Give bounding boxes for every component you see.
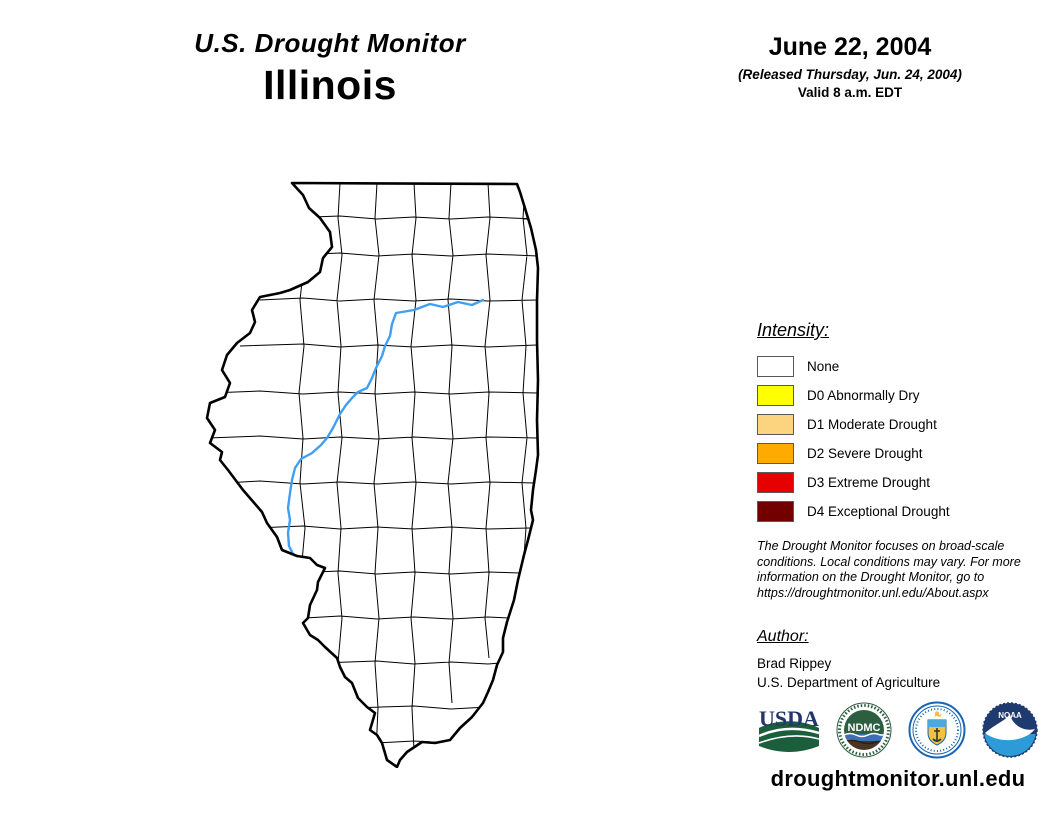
author-name: Brad Rippey — [757, 656, 832, 671]
illinois-river — [286, 298, 485, 558]
footer-url: droughtmonitor.unl.edu — [770, 766, 1026, 791]
county-boundaries — [207, 183, 538, 754]
usda-logo-text: USDA — [759, 706, 819, 731]
released-date: (Released Thursday, Jun. 24, 2004) — [738, 67, 962, 82]
illinois-map — [200, 178, 640, 769]
illinois-map-svg — [205, 181, 540, 769]
legend-swatch-d2 — [757, 443, 794, 464]
legend-label: None — [807, 359, 840, 374]
legend-label: D0 Abnormally Dry — [807, 388, 920, 403]
noaa-logo-icon: NOAA — [982, 702, 1038, 758]
commerce-seal-icon — [908, 701, 966, 759]
legend-swatch-d3 — [757, 472, 794, 493]
date-block: June 22, 2004 (Released Thursday, Jun. 2… — [712, 33, 988, 100]
legend-swatch-none — [757, 356, 794, 377]
ndmc-logo-text: NDMC — [848, 722, 881, 734]
legend-title: Intensity: — [757, 320, 830, 340]
state-shape — [207, 183, 538, 767]
valid-time: Valid 8 a.m. EDT — [797, 85, 903, 100]
page-title: U.S. Drought Monitor — [194, 28, 466, 58]
legend-swatch-d4 — [757, 501, 794, 522]
map-date: June 22, 2004 — [768, 33, 932, 61]
legend-label: D2 Severe Drought — [807, 446, 923, 461]
legend-swatch-d0 — [757, 385, 794, 406]
author-org: U.S. Department of Agriculture — [757, 675, 941, 690]
noaa-logo-text: NOAA — [998, 711, 1022, 720]
disclaimer-text: The Drought Monitor focuses on broad-sca… — [757, 539, 1021, 600]
legend-item-d4: D4 Exceptional Drought — [757, 497, 950, 526]
title-block: U.S. Drought Monitor Illinois — [175, 28, 485, 109]
legend-swatch-d1 — [757, 414, 794, 435]
legend-item-d3: D3 Extreme Drought — [757, 468, 950, 497]
legend-label: D4 Exceptional Drought — [807, 504, 950, 519]
agency-logos: USDA NDMC — [757, 701, 1039, 759]
drought-legend: None D0 Abnormally Dry D1 Moderate Droug… — [757, 352, 950, 526]
author-title: Author: — [757, 628, 809, 645]
legend-item-d0: D0 Abnormally Dry — [757, 381, 950, 410]
legend-label: D1 Moderate Drought — [807, 417, 937, 432]
state-border — [205, 181, 540, 769]
legend-item-d2: D2 Severe Drought — [757, 439, 950, 468]
legend-item-none: None — [757, 352, 950, 381]
usda-logo-icon: USDA — [758, 706, 820, 752]
ndmc-logo-icon: NDMC — [836, 702, 892, 758]
legend-label: D3 Extreme Drought — [807, 475, 931, 490]
legend-item-d1: D1 Moderate Drought — [757, 410, 950, 439]
region-title: Illinois — [263, 62, 397, 108]
